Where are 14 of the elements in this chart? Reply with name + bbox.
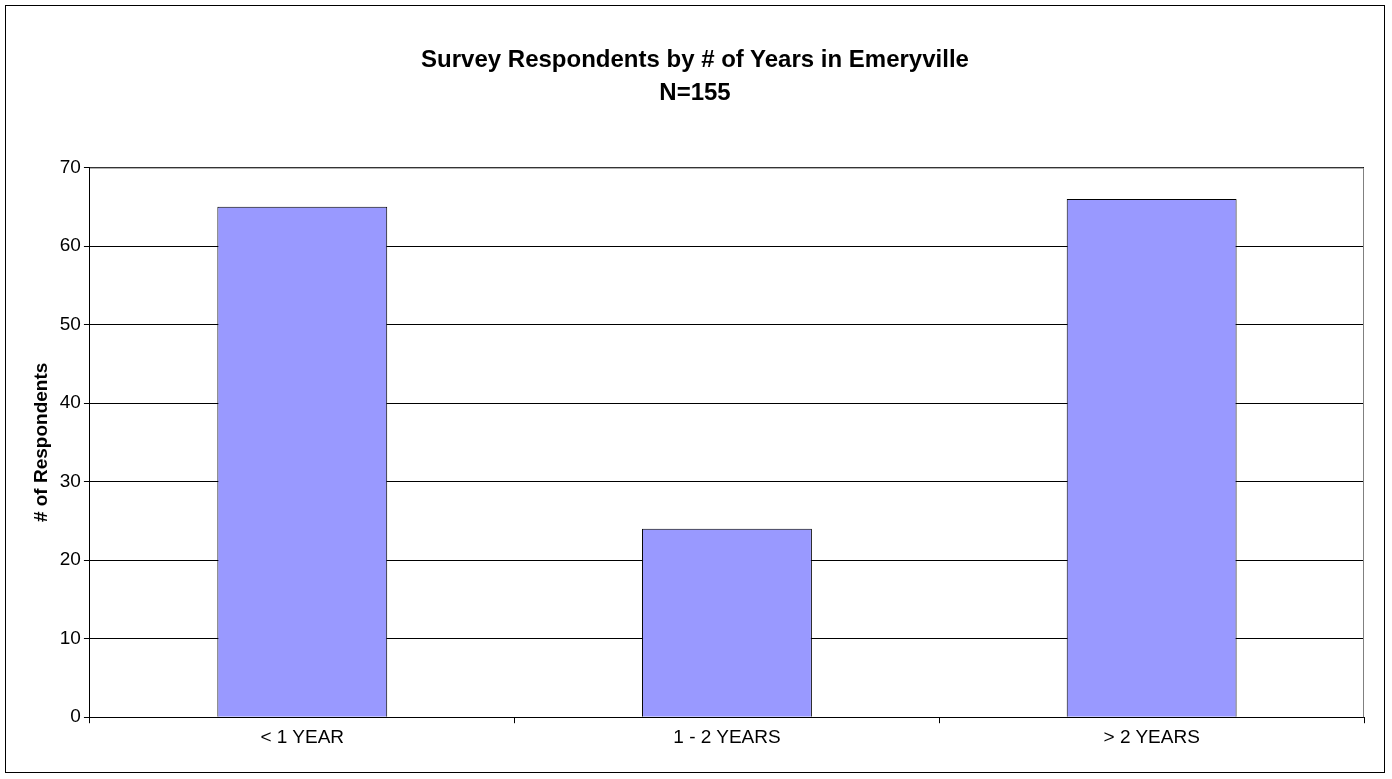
y-tick-label: 60: [59, 234, 81, 256]
chart-title: Survey Respondents by # of Years in Emeryville: [421, 45, 969, 73]
y-tick-label: 20: [59, 548, 81, 570]
chart-subtitle: N=155: [659, 77, 731, 105]
y-axis-title: # of Respondents: [29, 362, 51, 523]
y-tick-label: 50: [59, 312, 81, 334]
y-tick-label: 30: [59, 469, 81, 491]
y-tick-label: 10: [59, 626, 81, 648]
x-tick-label: > 2 YEARS: [1103, 725, 1200, 747]
x-tick-label: < 1 YEAR: [260, 725, 345, 747]
x-tick-label: 1 - 2 YEARS: [673, 725, 781, 747]
y-tick-label: 70: [59, 155, 81, 177]
y-tick-label: 0: [70, 705, 81, 727]
y-tick-label: 40: [59, 391, 81, 413]
